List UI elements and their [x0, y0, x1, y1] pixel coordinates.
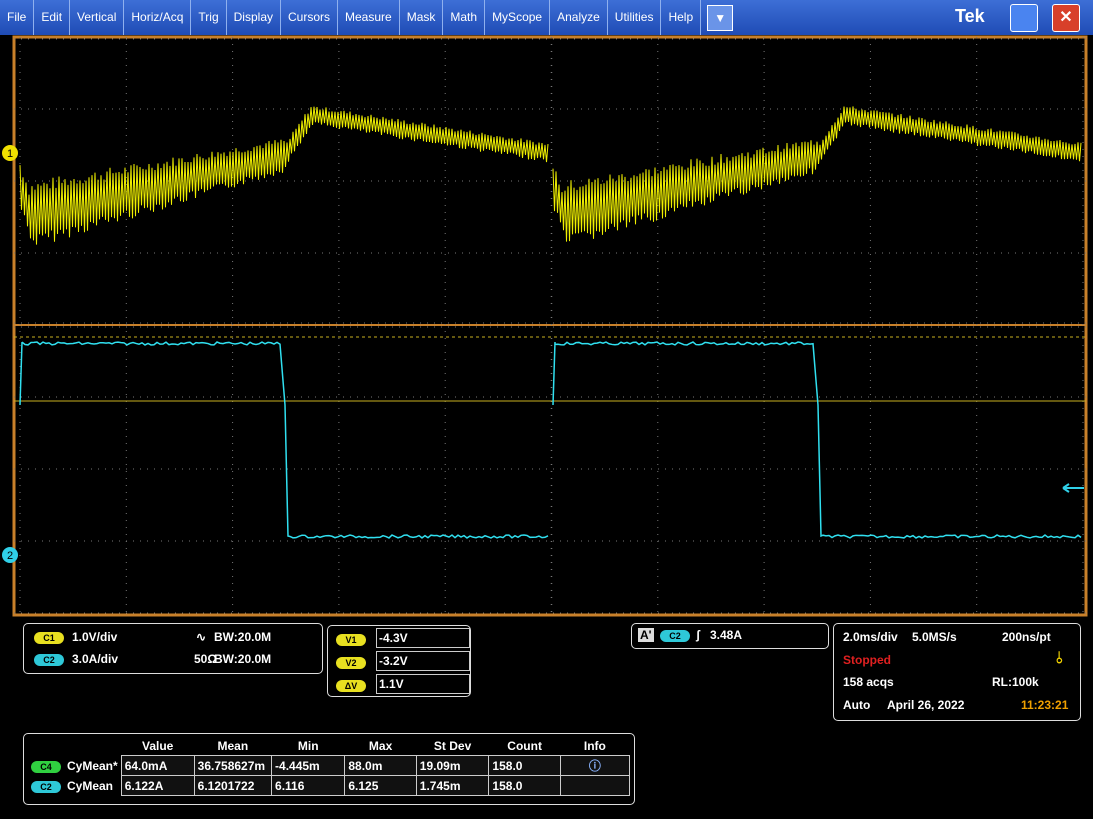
- badge: C2: [660, 630, 690, 642]
- measurement-table: Value Mean Min Max St Dev Count Info C4 CyMean* 6…: [28, 736, 631, 796]
- menu-item[interactable]: Mask: [400, 0, 444, 35]
- measurement-name: CyMean: [67, 778, 114, 793]
- menu-item[interactable]: Horiz/Acq: [124, 0, 192, 35]
- logo: Tek: [955, 6, 985, 26]
- badge: C2: [34, 654, 64, 666]
- ch2-marker: [2, 547, 18, 563]
- badge: C1: [34, 632, 64, 644]
- close-button[interactable]: ✕: [1052, 4, 1080, 32]
- cursor-box: V1 -4.3V V2 -3.2V ΔV 1.1V: [327, 625, 471, 697]
- h-scale: 2.0ms/div: [843, 630, 898, 644]
- acqs: 158 acqs: [843, 675, 894, 689]
- trigger-icon: ⫰: [1056, 650, 1063, 667]
- measurement-value: 36.758627m: [193, 755, 273, 776]
- column-header: Min: [297, 738, 319, 753]
- menu-item[interactable]: Math: [443, 0, 486, 35]
- header-row: Value Mean Min Max St Dev Count Info: [28, 736, 630, 756]
- menu-item[interactable]: Display: [227, 0, 281, 35]
- resolution: 200ns/pt: [1002, 630, 1051, 644]
- measurement-value: 88.0m: [344, 755, 417, 776]
- slope-icon: ʃ: [696, 628, 700, 642]
- ch2-waveform: [19, 341, 1082, 539]
- measurement-row: C4 CyMean* 64.0mA 36.758627m -4.445m 88.0m 19.…: [28, 755, 631, 776]
- column-header: Count: [507, 738, 542, 753]
- measurement-value: 19.09m: [415, 755, 490, 776]
- menu-item[interactable]: Measure: [338, 0, 400, 35]
- measurement-value: 158.0: [488, 775, 561, 796]
- trigger-arrow: [1062, 483, 1084, 493]
- info-cell: ⓘ: [559, 755, 631, 776]
- menu-item[interactable]: Help: [661, 0, 702, 35]
- ch1-waveform: [19, 106, 1082, 245]
- acq-state: Stopped: [843, 653, 891, 667]
- measurement-value: 6.125: [344, 775, 417, 796]
- badge: C4: [31, 760, 61, 773]
- column-header: St Dev: [433, 738, 472, 753]
- scale: 3.0A/div: [72, 652, 119, 666]
- record-length: RL:100k: [992, 675, 1039, 689]
- menu-item[interactable]: Edit: [34, 0, 71, 35]
- trigger-box: A' C2 ʃ 3.48A: [631, 623, 829, 649]
- ch1-marker: [2, 145, 18, 161]
- cursor-value: -4.3V: [376, 628, 470, 648]
- date: April 26, 2022: [887, 698, 965, 712]
- menu-item[interactable]: Utilities: [608, 0, 662, 35]
- cursor-value: 1.1V: [376, 674, 470, 694]
- trigger-level: 3.48A: [710, 628, 743, 642]
- measurement-value: 6.1201722: [193, 775, 273, 796]
- badge: C2: [31, 780, 61, 793]
- menu-item[interactable]: Vertical: [70, 0, 125, 35]
- menu-dropdown[interactable]: ▼: [707, 4, 734, 31]
- bandwidth: BW:20.0M: [214, 630, 272, 644]
- measurement-value: 6.116: [271, 775, 346, 796]
- time: 11:23:21: [1021, 698, 1069, 712]
- badge-cell: C4: [28, 756, 64, 776]
- measurement-value: 64.0mA: [120, 755, 195, 776]
- badge-cell: C2: [28, 776, 64, 796]
- badge: ΔV: [336, 680, 366, 692]
- coupling-icon: ∿: [196, 630, 207, 644]
- ch1-label: 1: [7, 148, 13, 160]
- column-header: Mean: [217, 738, 249, 753]
- menu-item[interactable]: MyScope: [485, 0, 551, 35]
- trigger-mode: Auto: [843, 698, 871, 712]
- menu-item[interactable]: Analyze: [550, 0, 608, 35]
- measurement-value: 6.122A: [120, 775, 195, 796]
- readout-panel: C1 1.0V/div ∿ BW:20.0M C2 3.0A/div 50Ω B…: [0, 617, 1093, 819]
- sample-rate: 5.0MS/s: [912, 630, 957, 644]
- menu-item[interactable]: Cursors: [281, 0, 339, 35]
- scale: 1.0V/div: [72, 630, 118, 644]
- measurement-name: CyMean*: [67, 758, 118, 773]
- column-header: Max: [368, 738, 393, 753]
- info-icon[interactable]: ⓘ: [588, 759, 601, 773]
- bandwidth: BW:20.0M: [214, 652, 272, 666]
- measurement-row: C2 CyMean 6.122A 6.1201722 6.116 6.125 1.745m 1…: [28, 775, 631, 796]
- badge: V2: [336, 657, 366, 669]
- measurement-value: 158.0: [488, 755, 561, 776]
- menu-item[interactable]: File: [0, 0, 35, 35]
- menu-item[interactable]: Trig: [191, 0, 227, 35]
- spacer: [28, 736, 64, 756]
- column-header: Value: [142, 738, 174, 753]
- ch2-label: 2: [7, 550, 13, 562]
- graticule: 12: [2, 35, 1088, 617]
- cursor-value: -3.2V: [376, 651, 470, 671]
- minimize-button[interactable]: [1010, 4, 1038, 32]
- horizontal-box: 2.0ms/div 5.0MS/s 200ns/pt Stopped ⫰ 158…: [833, 623, 1081, 721]
- info-cell: [559, 775, 631, 796]
- column-header: Info: [583, 738, 606, 753]
- measurement-box: Value Mean Min Max St Dev Count Info C4 CyMean* 6…: [23, 733, 635, 805]
- measurement-value: 1.745m: [415, 775, 490, 796]
- spacer: [64, 736, 121, 756]
- channel-box: C1 1.0V/div ∿ BW:20.0M C2 3.0A/div 50Ω B…: [23, 623, 323, 674]
- menu-bar: File Edit Vertical Horiz/Acq Trig Display Curs…: [0, 0, 1093, 35]
- measurement-value: -4.445m: [271, 755, 346, 776]
- badge: V1: [336, 634, 366, 646]
- impedance: 50Ω: [194, 652, 217, 666]
- trigger-mode: A': [638, 628, 654, 642]
